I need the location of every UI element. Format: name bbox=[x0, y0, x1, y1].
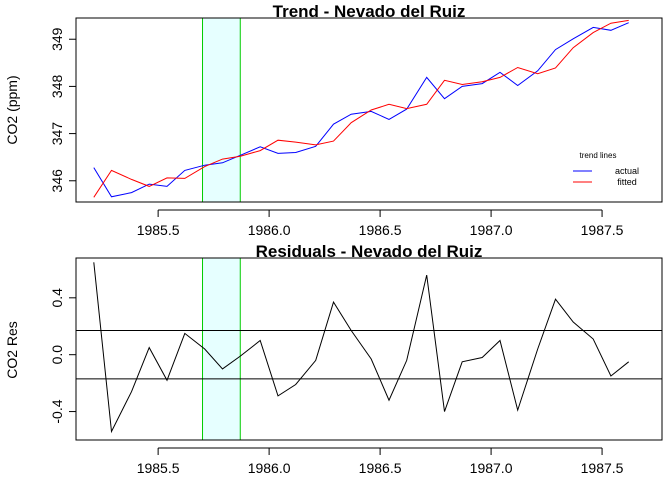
trend-panel: 1985.5 1986.0 1986.5 1987.0 1987.5 346 347 348… bbox=[4, 2, 663, 238]
trend-series-line-actual bbox=[93, 22, 629, 198]
trend-x-tick-label: 1986.5 bbox=[359, 222, 402, 238]
trend-legend-box bbox=[566, 148, 656, 190]
residuals-y-tick-label: 0.4 bbox=[49, 288, 65, 308]
residuals-y-tick-label: -0.4 bbox=[49, 399, 65, 423]
residuals-y-label: CO2 Res bbox=[4, 321, 20, 379]
trend-lines bbox=[93, 19, 629, 198]
residuals-panel: 1985.5 1986.0 1986.5 1987.0 1987.5 -0.4 0.0 0.… bbox=[4, 242, 663, 476]
residuals-plot-frame bbox=[75, 257, 663, 441]
trend-y-tick-label: 347 bbox=[49, 122, 65, 146]
trend-y-tick-label: 348 bbox=[49, 75, 65, 99]
residuals-x-tick-label: 1987.0 bbox=[470, 460, 513, 476]
residuals-x-axis: 1985.5 1986.0 1986.5 1987.0 1987.5 bbox=[137, 447, 624, 476]
residuals-y-tick-label: 0.0 bbox=[49, 345, 65, 365]
trend-legend-label-fitted: fitted bbox=[617, 177, 637, 187]
trend-legend-title: trend lines bbox=[580, 151, 617, 160]
trend-x-tick-label: 1987.5 bbox=[581, 222, 624, 238]
residuals-lines bbox=[93, 262, 630, 434]
residuals-title: Residuals - Nevado del Ruiz bbox=[256, 242, 483, 261]
trend-legend-label-actual: actual bbox=[615, 166, 639, 176]
trend-highlight-band bbox=[202, 17, 241, 203]
trend-series-line-fitted bbox=[93, 19, 629, 198]
trend-y-tick-label: 346 bbox=[49, 169, 65, 193]
residuals-reference-lines bbox=[76, 330, 662, 380]
trend-x-tick-label: 1986.0 bbox=[248, 222, 291, 238]
residuals-y-axis: -0.4 0.0 0.4 bbox=[49, 288, 77, 424]
trend-x-axis: 1985.5 1986.0 1986.5 1987.0 1987.5 bbox=[137, 209, 624, 238]
residuals-x-tick-label: 1987.5 bbox=[581, 460, 624, 476]
trend-legend: trend lines actual fitted bbox=[566, 148, 656, 190]
trend-title: Trend - Nevado del Ruiz bbox=[273, 2, 466, 21]
trend-x-tick-label: 1985.5 bbox=[137, 222, 180, 238]
residuals-highlight-band bbox=[202, 257, 241, 441]
residuals-series-line bbox=[93, 262, 630, 434]
trend-y-axis: 346 347 348 349 bbox=[49, 27, 77, 193]
trend-y-tick-label: 349 bbox=[49, 27, 65, 51]
trend-x-tick-label: 1987.0 bbox=[470, 222, 513, 238]
trend-y-label: CO2 (ppm) bbox=[4, 75, 20, 144]
residuals-x-tick-label: 1986.5 bbox=[359, 460, 402, 476]
residuals-x-tick-label: 1985.5 bbox=[137, 460, 180, 476]
residuals-x-tick-label: 1986.0 bbox=[248, 460, 291, 476]
